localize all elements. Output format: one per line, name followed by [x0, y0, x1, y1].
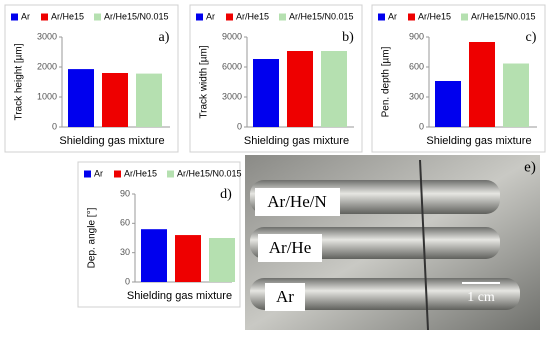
panel-label: e)	[524, 159, 536, 175]
y-tick-label: 2000	[37, 61, 57, 71]
legend-label: Ar	[94, 168, 103, 178]
y-tick-label: 1000	[37, 91, 57, 101]
y-tick-label: 300	[409, 91, 424, 101]
bar	[321, 51, 347, 127]
legend-label: Ar	[388, 11, 397, 21]
bar	[209, 238, 235, 282]
chart-panel: 0 1000 2000 3000 Ar Ar/He15 Ar/He15/N0.015 Trac…	[4, 4, 179, 153]
label-box	[265, 283, 305, 311]
bar	[287, 51, 313, 127]
photo-label: Ar/He	[269, 238, 311, 257]
bar	[102, 73, 128, 127]
bar	[136, 73, 162, 127]
legend-swatch	[167, 170, 174, 178]
label-box	[255, 188, 340, 216]
bar	[503, 63, 529, 127]
bar	[469, 42, 495, 127]
legend-label: Ar/He15/N0.015	[471, 11, 536, 21]
bar	[253, 59, 279, 127]
legend-swatch	[114, 170, 121, 178]
legend-label: Ar/He15	[124, 168, 157, 178]
bar	[435, 81, 461, 127]
y-tick-label: 60	[120, 218, 130, 228]
y-tick-label: 600	[409, 61, 424, 71]
panel-label: b)	[342, 30, 354, 45]
legend-swatch	[196, 13, 203, 21]
legend-swatch	[378, 13, 385, 21]
y-tick-label: 9000	[222, 31, 242, 41]
photo-label: Ar/He/N	[267, 192, 326, 211]
x-axis-label: Shielding gas mixture	[244, 135, 349, 147]
panel-label: a)	[159, 30, 170, 45]
scale-label: 1 cm	[467, 290, 495, 305]
legend-swatch	[461, 13, 468, 21]
legend-label: Ar/He15	[51, 11, 84, 21]
legend-swatch	[11, 13, 18, 21]
legend-label: Ar	[206, 11, 215, 21]
x-axis-label: Shielding gas mixture	[426, 135, 531, 147]
y-tick-label: 3000	[222, 91, 242, 101]
chart-panel: 0 30 60 90 Ar Ar/He15 Ar/He15/N0.015 Dep. angle…	[77, 161, 242, 308]
x-axis-label: Shielding gas mixture	[127, 290, 232, 302]
legend-swatch	[408, 13, 415, 21]
panel-label: c)	[526, 30, 537, 45]
wire	[419, 159, 429, 331]
chart-panel: 0 3000 6000 9000 Ar Ar/He15 Ar/He15/N0.015 Trac…	[189, 4, 363, 153]
legend-swatch	[94, 13, 101, 21]
y-axis-label: Track height [µm]	[14, 43, 25, 120]
label-box	[258, 234, 322, 262]
y-tick-label: 30	[120, 247, 130, 257]
y-tick-label: 90	[120, 188, 130, 198]
weld-track	[250, 278, 520, 310]
legend-swatch	[226, 13, 233, 21]
y-tick-label: 900	[409, 31, 424, 41]
y-axis-label: Dep. angle [°]	[87, 207, 98, 268]
y-axis-label: Track width [µm]	[199, 45, 210, 118]
legend-label: Ar/He15/N0.015	[104, 11, 169, 21]
legend-label: Ar/He15	[418, 11, 451, 21]
bar	[175, 235, 201, 282]
y-tick-label: 0	[419, 121, 424, 131]
panel-label: d)	[220, 187, 232, 202]
y-tick-label: 6000	[222, 61, 242, 71]
y-tick-label: 0	[237, 121, 242, 131]
legend-label: Ar/He15	[236, 11, 269, 21]
x-axis-label: Shielding gas mixture	[59, 135, 164, 147]
y-axis-label: Pen. depth [µm]	[381, 46, 392, 117]
y-tick-label: 0	[125, 276, 130, 286]
bar	[141, 229, 167, 282]
photo: Ar/He/N Ar/He Ar 1 cm e)	[245, 155, 540, 331]
chart-panel: 0 300 600 900 Ar Ar/He15 Ar/He15/N0.015 Pen. de…	[371, 4, 546, 153]
y-tick-label: 3000	[37, 31, 57, 41]
legend-swatch	[41, 13, 48, 21]
y-tick-label: 0	[52, 121, 57, 131]
bar	[68, 69, 94, 127]
legend-label: Ar	[21, 11, 30, 21]
photo-label: Ar	[276, 287, 294, 306]
legend-swatch	[279, 13, 286, 21]
legend-label: Ar/He15/N0.015	[177, 168, 242, 178]
legend-label: Ar/He15/N0.015	[289, 11, 354, 21]
legend-swatch	[84, 170, 91, 178]
